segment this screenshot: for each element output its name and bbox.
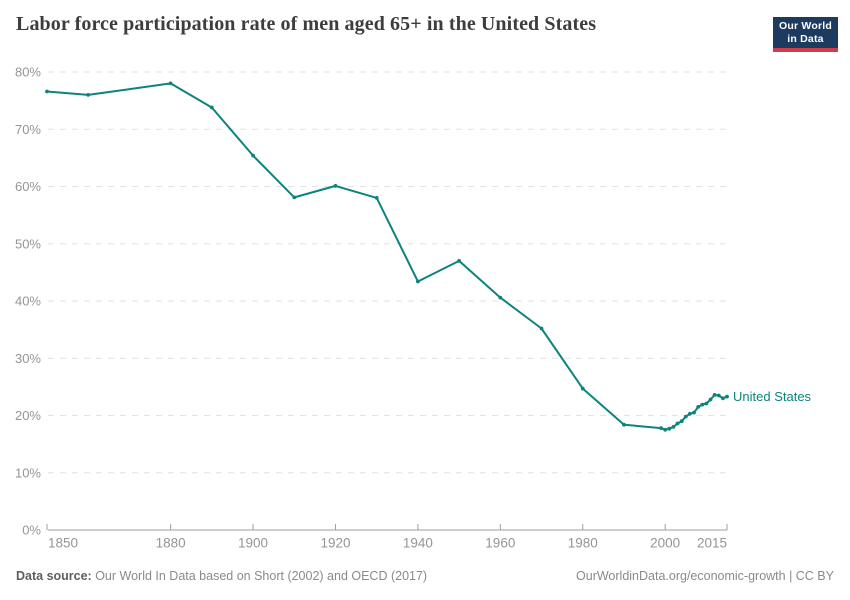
data-point[interactable] xyxy=(671,425,676,429)
data-point[interactable] xyxy=(725,394,729,399)
data-point[interactable] xyxy=(663,427,668,432)
data-point[interactable] xyxy=(688,411,692,416)
data-point[interactable] xyxy=(708,397,713,402)
x-axis-tick-label: 1940 xyxy=(403,536,433,551)
footer-citation-link[interactable]: OurWorldinData.org/economic-growth | CC … xyxy=(576,569,834,583)
y-axis-tick-label: 20% xyxy=(15,408,41,423)
data-point[interactable] xyxy=(168,81,173,86)
x-axis-tick-label: 2000 xyxy=(650,536,680,551)
data-point[interactable] xyxy=(292,195,297,200)
y-axis-tick-label: 50% xyxy=(15,236,41,251)
x-axis-tick-label: 1980 xyxy=(568,536,598,551)
x-axis-tick-label: 1960 xyxy=(485,536,515,551)
data-point[interactable] xyxy=(209,105,214,110)
owid-logo-line1: Our World xyxy=(779,20,832,32)
data-point[interactable] xyxy=(498,295,503,300)
owid-logo: Our World in Data xyxy=(773,17,838,52)
data-point[interactable] xyxy=(45,89,49,94)
data-point[interactable] xyxy=(679,419,684,424)
y-axis-tick-label: 0% xyxy=(22,523,41,538)
owid-logo-redbar xyxy=(773,48,838,52)
data-point[interactable] xyxy=(374,196,379,200)
data-point[interactable] xyxy=(251,153,256,158)
data-point[interactable] xyxy=(659,426,663,430)
data-point[interactable] xyxy=(716,393,721,398)
series-end-label[interactable]: United States xyxy=(733,389,812,404)
data-source-text: Our World In Data based on Short (2002) … xyxy=(91,569,428,583)
data-point[interactable] xyxy=(700,402,705,407)
x-axis-tick-label: 1920 xyxy=(320,536,350,551)
data-point[interactable] xyxy=(416,279,420,284)
data-point[interactable] xyxy=(539,326,544,331)
page-title: Labor force participation rate of men ag… xyxy=(16,13,597,35)
data-point[interactable] xyxy=(704,401,709,406)
data-point[interactable] xyxy=(696,405,701,409)
data-point[interactable] xyxy=(333,184,338,188)
y-axis-tick-label: 40% xyxy=(15,294,41,309)
y-axis-tick-label: 30% xyxy=(15,351,41,366)
y-axis-tick-label: 70% xyxy=(15,122,41,137)
owid-logo-line2: in Data xyxy=(787,32,824,45)
data-point[interactable] xyxy=(721,396,725,401)
data-point[interactable] xyxy=(692,410,696,415)
data-point[interactable] xyxy=(622,422,626,427)
data-source: Data source: Our World In Data based on … xyxy=(16,569,427,583)
y-axis-tick-label: 80% xyxy=(15,65,41,80)
data-point[interactable] xyxy=(683,414,688,419)
x-axis-tick-label: 1880 xyxy=(156,536,186,551)
x-axis-tick-label: 2015 xyxy=(697,536,727,551)
data-point[interactable] xyxy=(457,259,461,263)
data-point[interactable] xyxy=(712,393,717,397)
data-source-label: Data source: xyxy=(16,569,92,583)
owid-logo-box: Our World in Data xyxy=(773,17,838,48)
data-line[interactable] xyxy=(46,82,728,431)
x-axis-tick-label: 1900 xyxy=(238,536,268,551)
data-point[interactable] xyxy=(675,421,680,426)
data-point[interactable] xyxy=(86,93,91,97)
data-point[interactable] xyxy=(667,426,672,431)
data-point[interactable] xyxy=(580,386,585,391)
y-axis-tick-label: 60% xyxy=(15,179,41,194)
x-axis-tick-label: 1850 xyxy=(48,536,78,551)
y-axis-tick-label: 10% xyxy=(15,465,41,480)
chart-footer: Data source: Our World In Data based on … xyxy=(0,569,850,589)
